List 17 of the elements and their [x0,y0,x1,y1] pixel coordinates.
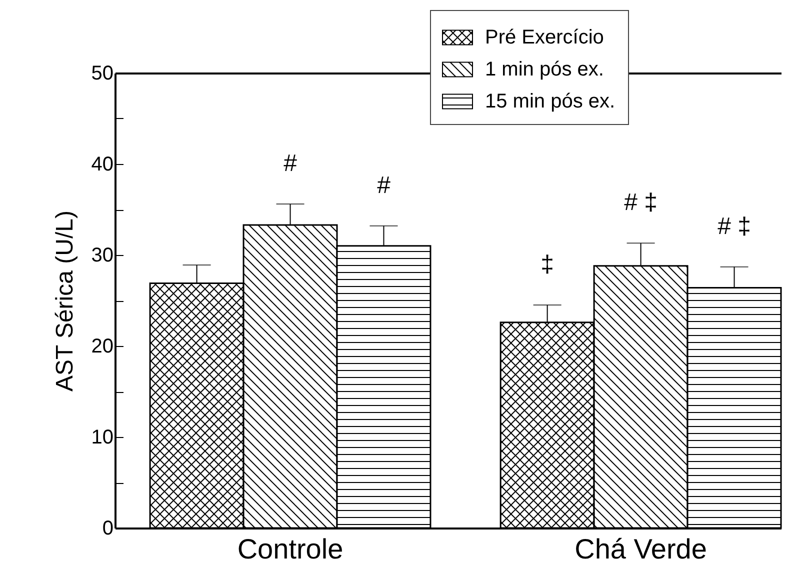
data-label: # ‡ [624,189,658,216]
y-tick-label: 30 [91,244,114,266]
y-tick-label: 0 [102,518,114,540]
x-tick-label: Controle [237,534,344,564]
legend-label: Pré Exercício [485,26,604,48]
y-tick-label: 50 [91,62,114,84]
data-label: # ‡ [718,212,751,240]
data-label: # [377,172,392,199]
legend-label: 15 min pós ex. [485,90,616,112]
data-label: ‡ [540,251,554,278]
y-tick-label: 40 [91,154,114,176]
y-tick-label: 20 [91,336,114,358]
data-label: # [284,150,298,178]
y-tick-label: 10 [91,426,114,448]
legend-label: 1 min pós ex. [485,58,604,80]
x-tick-label: Chá Verde [574,534,707,564]
y-axis-title: AST Sérica (U/L) [51,210,78,392]
